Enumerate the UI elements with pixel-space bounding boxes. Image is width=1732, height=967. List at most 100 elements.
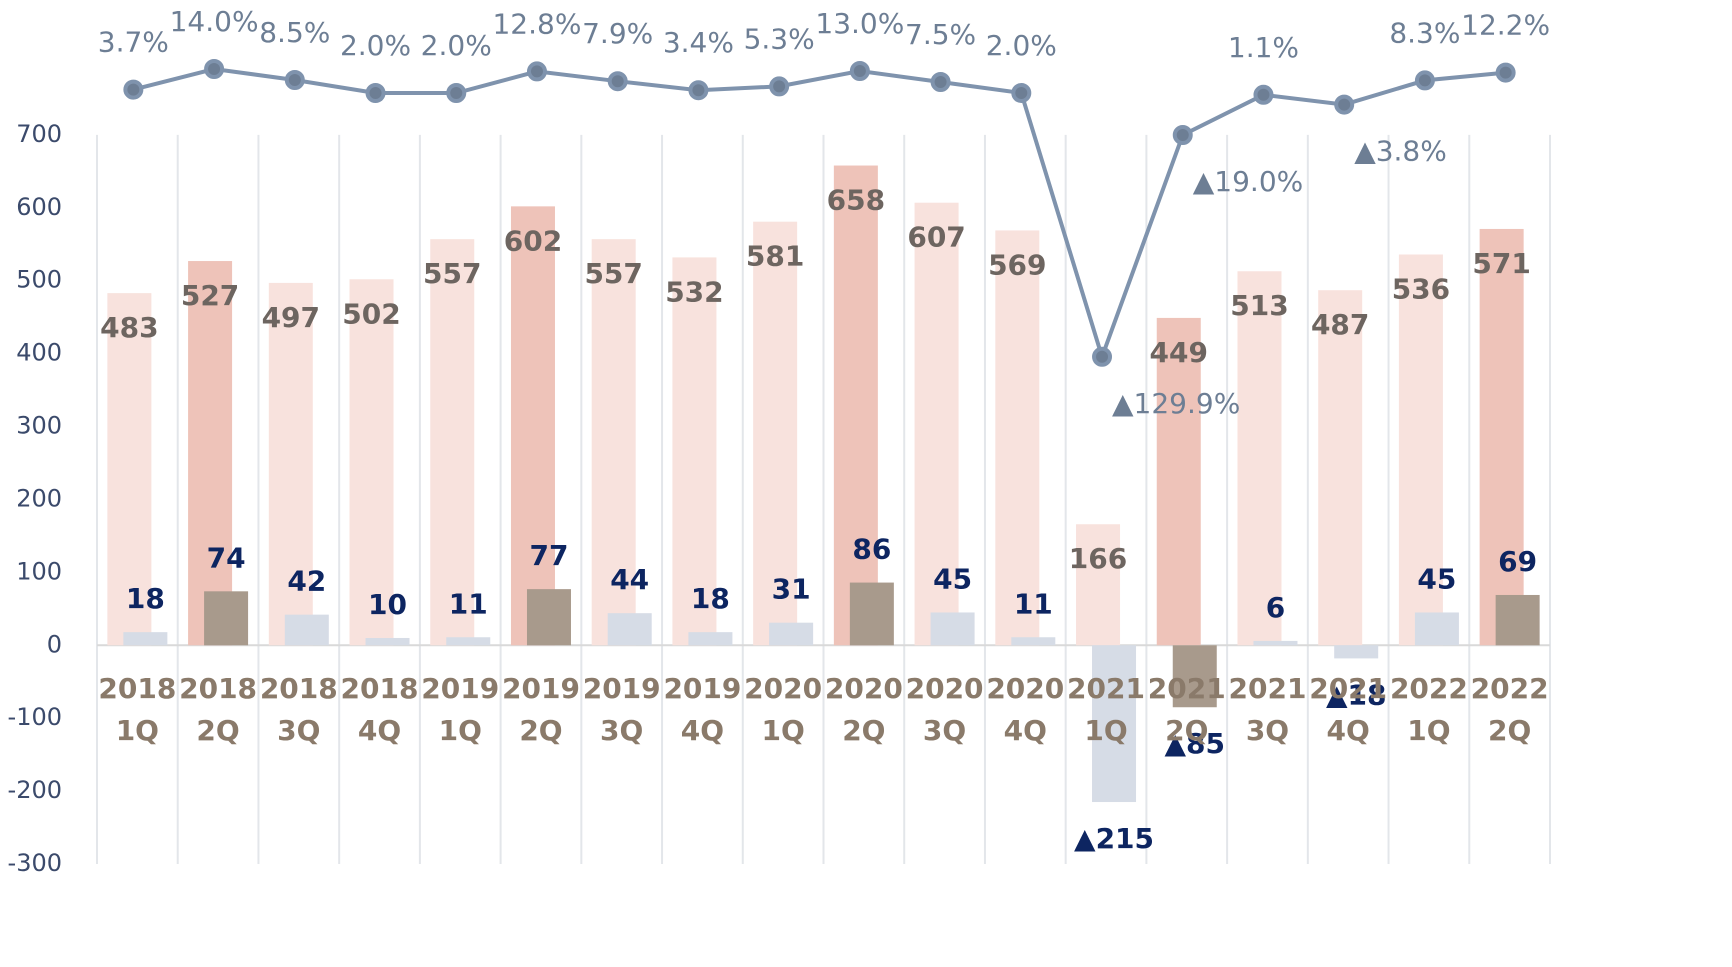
- data-label: 13.0%: [815, 7, 904, 40]
- data-label: 2.0%: [986, 29, 1057, 62]
- data-label: 11: [449, 587, 488, 620]
- data-label: 483: [100, 311, 158, 344]
- x-tick-label: 2019 3Q: [583, 672, 661, 747]
- data-label: 45: [933, 562, 972, 595]
- line-point: [123, 79, 144, 100]
- data-label: 1.1%: [1228, 31, 1299, 64]
- y-tick-label: -100: [8, 703, 62, 731]
- y-tick-label: 0: [47, 630, 62, 658]
- bar: [753, 221, 798, 646]
- bar: [1253, 640, 1298, 646]
- data-label: 658: [827, 184, 885, 217]
- data-label: 5.3%: [744, 22, 815, 55]
- y-tick-label: 700: [16, 120, 62, 148]
- data-label: 581: [746, 240, 804, 273]
- bar: [268, 282, 313, 646]
- line-point: [1092, 346, 1113, 367]
- line-point: [526, 61, 547, 82]
- x-tick-label: 2019 4Q: [663, 672, 741, 747]
- data-label: 12.2%: [1461, 9, 1550, 42]
- bar: [1334, 645, 1379, 659]
- bar: [1495, 594, 1540, 646]
- line-point: [365, 83, 386, 103]
- line-point: [446, 83, 467, 103]
- x-tick-label: 2020 2Q: [825, 672, 903, 747]
- data-label: 77: [529, 539, 568, 572]
- data-label: 10: [368, 588, 407, 621]
- data-label: 571: [1472, 247, 1530, 280]
- data-label: 7.5%: [905, 18, 976, 51]
- bar: [123, 632, 168, 646]
- y-tick-label: 200: [16, 484, 62, 512]
- x-tick-label: 2021 2Q: [1148, 672, 1226, 747]
- data-label: 487: [1311, 308, 1369, 341]
- bar: [914, 202, 959, 646]
- bar: [510, 206, 555, 646]
- line-point: [607, 71, 628, 92]
- x-tick-label: 2018 1Q: [98, 672, 176, 747]
- data-label: 8.5%: [259, 16, 330, 49]
- bar: [1398, 254, 1443, 646]
- y-tick-label: 500: [16, 266, 62, 294]
- bar: [607, 613, 652, 646]
- x-tick-label: 2019 2Q: [502, 672, 580, 747]
- line-point: [1495, 62, 1516, 83]
- data-label: ▲18: [1326, 678, 1387, 711]
- data-label: 18: [691, 582, 730, 615]
- x-tick-label: 2020 3Q: [906, 672, 984, 747]
- x-tick-label: 2021 3Q: [1229, 672, 1307, 747]
- line-point: [688, 80, 709, 101]
- x-tick-label: 2021 4Q: [1309, 672, 1387, 747]
- data-label: 42: [287, 565, 326, 598]
- y-tick-label: -200: [8, 776, 62, 804]
- data-label: 532: [665, 275, 723, 308]
- data-label: 11: [1014, 587, 1053, 620]
- bar: [769, 622, 814, 646]
- data-label: ▲129.9%: [1112, 387, 1240, 420]
- x-tick-label: 2020 4Q: [986, 672, 1064, 747]
- line-point: [769, 76, 790, 97]
- bar: [1414, 612, 1459, 646]
- bar: [849, 582, 894, 646]
- x-tick-label: 2019 1Q: [421, 672, 499, 747]
- data-label: 536: [1392, 272, 1450, 305]
- bar: [995, 230, 1040, 646]
- data-label: 44: [610, 563, 649, 596]
- line-point: [1334, 94, 1355, 115]
- data-label: 3.7%: [98, 26, 169, 59]
- data-label: 2.0%: [340, 29, 411, 62]
- x-tick-label: 2018 2Q: [179, 672, 257, 747]
- bar: [526, 589, 571, 646]
- data-label: 74: [207, 541, 246, 574]
- bar: [672, 257, 717, 646]
- line-point: [204, 59, 225, 79]
- x-tick-label: 2018 3Q: [260, 672, 338, 747]
- bar: [204, 591, 249, 646]
- y-tick-label: 300: [16, 412, 62, 440]
- x-tick-label: 2022 2Q: [1471, 672, 1549, 747]
- y-tick-label: 100: [16, 557, 62, 585]
- data-label: 2.0%: [421, 29, 492, 62]
- data-label: 557: [584, 257, 642, 290]
- x-tick-label: 2020 1Q: [744, 672, 822, 747]
- line-point: [1414, 70, 1435, 91]
- y-tick-label: 600: [16, 193, 62, 221]
- y-tick-label: 400: [16, 339, 62, 367]
- bar: [107, 293, 152, 646]
- data-label: 86: [852, 533, 891, 566]
- bar: [1011, 637, 1056, 646]
- data-label: 7.9%: [582, 17, 653, 50]
- line-point: [1253, 84, 1274, 105]
- data-label: 166: [1069, 542, 1127, 575]
- data-label: 602: [504, 224, 562, 257]
- bar: [1318, 290, 1363, 646]
- x-tick-label: 2022 1Q: [1390, 672, 1468, 747]
- data-label: 513: [1230, 289, 1288, 322]
- data-label: 569: [988, 248, 1046, 281]
- bar: [688, 632, 733, 646]
- data-label: 3.4%: [663, 26, 734, 59]
- y-tick-label: -300: [8, 849, 62, 877]
- data-label: 14.0%: [170, 5, 259, 38]
- bar: [930, 612, 975, 646]
